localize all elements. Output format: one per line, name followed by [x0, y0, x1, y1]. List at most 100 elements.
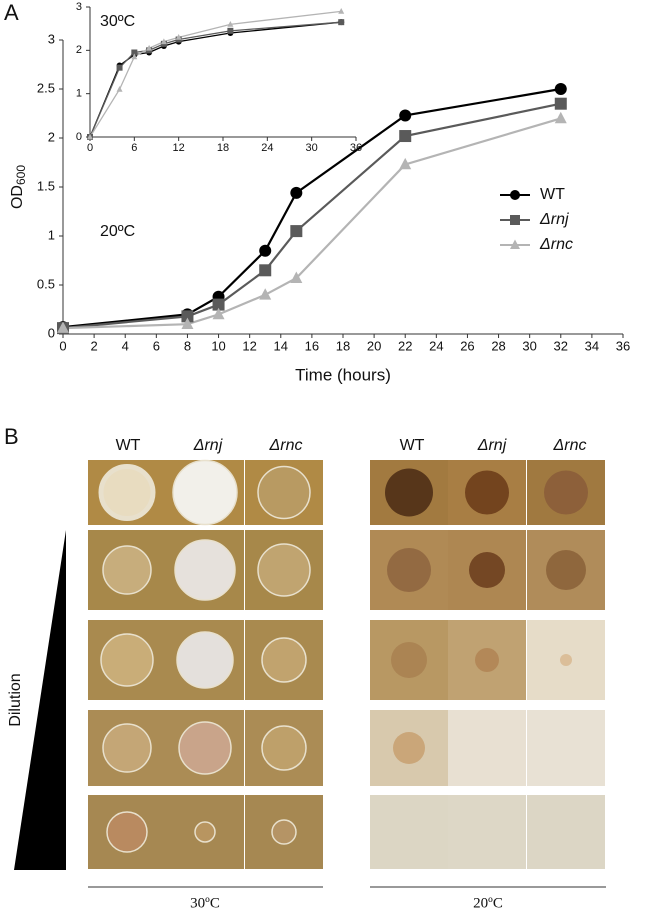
colony	[475, 648, 499, 672]
colony	[469, 552, 505, 588]
column-label: Δrnj	[477, 437, 507, 454]
colony	[174, 539, 236, 601]
y-axis-label: OD600	[9, 165, 28, 209]
marker	[131, 49, 138, 56]
marker	[227, 21, 234, 27]
y-tick-label: 1	[76, 88, 82, 100]
temperature-label: 20ºC	[473, 895, 503, 911]
legend-label: Δrnc	[539, 236, 573, 253]
series-line	[89, 21, 342, 138]
legend-marker	[510, 215, 520, 225]
colony	[261, 725, 307, 771]
marker	[116, 64, 123, 71]
marker	[554, 97, 567, 110]
marker	[175, 34, 182, 40]
plate-tile	[448, 710, 526, 786]
y-label-main: OD	[9, 185, 26, 209]
marker	[160, 38, 167, 45]
marker	[212, 298, 225, 311]
column-label: WT	[116, 437, 141, 454]
dilution-wedge	[14, 530, 66, 870]
colony	[393, 732, 425, 764]
marker	[146, 44, 153, 51]
series-line	[62, 87, 561, 329]
legend-marker	[510, 190, 520, 200]
column-label: WT	[400, 437, 425, 454]
colony	[176, 631, 234, 689]
x-tick-label: 30	[306, 142, 318, 154]
x-tick-label: 2	[90, 338, 97, 353]
colony	[172, 459, 238, 526]
colony	[261, 637, 307, 683]
colony	[102, 545, 152, 595]
x-tick-label: 34	[585, 338, 599, 353]
marker	[57, 321, 69, 333]
colony	[102, 723, 152, 773]
marker	[227, 27, 234, 34]
marker	[290, 225, 303, 238]
x-tick-label: 28	[491, 338, 505, 353]
y-tick-label: 1.5	[37, 178, 55, 193]
marker	[554, 111, 567, 124]
legend-label: WT	[540, 186, 565, 203]
colony	[546, 550, 586, 590]
colony	[544, 470, 588, 515]
y-tick-label: 0	[76, 131, 82, 143]
x-tick-label: 36	[350, 142, 362, 154]
marker	[181, 310, 194, 323]
plate-tile	[527, 710, 605, 786]
column-label: Δrnc	[553, 437, 587, 454]
marker	[259, 264, 272, 277]
y-tick-label: 2	[76, 44, 82, 56]
y-tick-label: 2	[48, 129, 55, 144]
legend-marker	[510, 239, 520, 249]
colony	[391, 642, 427, 678]
x-tick-label: 12	[173, 142, 185, 154]
x-tick-label: 22	[398, 338, 412, 353]
marker	[116, 86, 123, 92]
colony	[257, 465, 311, 520]
column-label: Δrnj	[193, 437, 223, 454]
x-tick-label: 18	[217, 142, 229, 154]
x-tick-label: 16	[305, 338, 319, 353]
colony	[465, 470, 509, 515]
colony	[100, 633, 154, 687]
x-tick-label: 4	[122, 338, 129, 353]
marker	[554, 83, 567, 95]
colony	[387, 548, 431, 592]
y-tick-label: 0.5	[37, 276, 55, 291]
series-line	[89, 21, 342, 138]
x-tick-label: 8	[184, 338, 191, 353]
colony	[257, 543, 311, 597]
annotation: 20ºC	[100, 223, 135, 240]
colony	[106, 811, 148, 853]
marker	[259, 244, 272, 257]
dilution-label: Dilution	[7, 673, 24, 726]
panel-label: B	[4, 424, 19, 449]
plate-tile	[448, 795, 526, 869]
marker	[399, 157, 412, 170]
marker	[131, 53, 138, 60]
x-tick-label: 24	[429, 338, 443, 353]
x-axis-label: Time (hours)	[295, 365, 391, 384]
x-tick-label: 12	[242, 338, 256, 353]
series-line	[89, 10, 342, 138]
marker	[212, 307, 225, 320]
x-tick-label: 18	[336, 338, 350, 353]
x-tick-label: 26	[460, 338, 474, 353]
x-tick-label: 32	[554, 338, 568, 353]
x-tick-label: 20	[367, 338, 381, 353]
x-tick-label: 30	[522, 338, 536, 353]
marker	[259, 288, 272, 300]
colony	[98, 464, 156, 521]
y-label-subscript: 600	[14, 165, 28, 185]
marker	[181, 317, 194, 329]
y-tick-label: 3	[76, 1, 82, 13]
legend-label: Δrnj	[539, 211, 569, 228]
colony	[385, 468, 433, 517]
x-tick-label: 10	[211, 338, 225, 353]
y-tick-label: 3	[48, 31, 55, 46]
marker	[338, 8, 345, 14]
marker	[399, 109, 412, 122]
plate-tile	[527, 795, 605, 869]
